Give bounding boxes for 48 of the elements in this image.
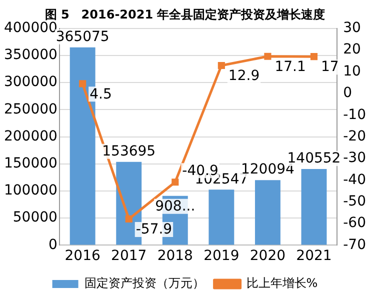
data-label: 120094 [240, 162, 295, 178]
data-label: 4.5 [90, 86, 112, 102]
x-tick-label: 2016 [64, 248, 100, 264]
data-label: 12.9 [228, 68, 260, 84]
bar [208, 190, 234, 245]
y2-tick-label: -60 [343, 215, 366, 232]
x-tick-label: 2020 [250, 248, 286, 264]
y2-tick-label: -50 [343, 193, 366, 210]
chart-title: 图 5 2016-2021 年全县固定资产投资及增长速度 [44, 7, 326, 22]
point [218, 62, 225, 70]
point [79, 80, 86, 88]
data-label: 17 [320, 59, 339, 76]
x-tick-label: 2019 [204, 248, 240, 264]
y2-tick-label: -10 [343, 106, 366, 123]
y2-tick-label: 20 [343, 42, 361, 58]
legend-label: 固定资产投资（万元） [84, 276, 204, 290]
y-tick-label: 100000 [4, 182, 58, 199]
bar [301, 169, 327, 245]
y2-tick-label: 30 [343, 20, 361, 36]
point [310, 53, 318, 60]
point [264, 52, 272, 60]
point [125, 215, 132, 223]
x-tick-label: 2021 [296, 248, 332, 264]
bar [254, 180, 280, 245]
y2-tick-label: -70 [343, 236, 366, 253]
y-tick-label: 400000 [4, 20, 58, 36]
data-label: -57.9 [136, 222, 172, 238]
data-label: 365075 [56, 28, 110, 45]
y2-tick-label: -30 [343, 150, 366, 166]
point [172, 178, 179, 186]
x-tick-label: 2017 [111, 248, 147, 264]
x-tick-label: 2018 [157, 248, 193, 264]
y-tick-label: 50000 [12, 210, 58, 226]
y2-tick-label: 0 [343, 85, 352, 102]
legend-label: 比上年增长% [246, 276, 318, 290]
y2-tick-label: 10 [343, 63, 361, 80]
y2-tick-label: -40 [343, 172, 366, 188]
y-tick-label: 150000 [4, 156, 58, 172]
data-label: 908... [155, 198, 196, 215]
data-label: 153695 [102, 144, 156, 160]
y-tick-label: 350000 [4, 47, 58, 64]
data-label: 17.1 [274, 59, 306, 76]
data-label: 140552 [287, 150, 341, 167]
y-tick-label: 200000 [4, 128, 58, 144]
y2-tick-label: -20 [343, 128, 366, 144]
y-tick-label: 250000 [4, 101, 58, 118]
y-tick-label: 300000 [4, 74, 58, 90]
y-tick-label: 0 [48, 236, 58, 253]
